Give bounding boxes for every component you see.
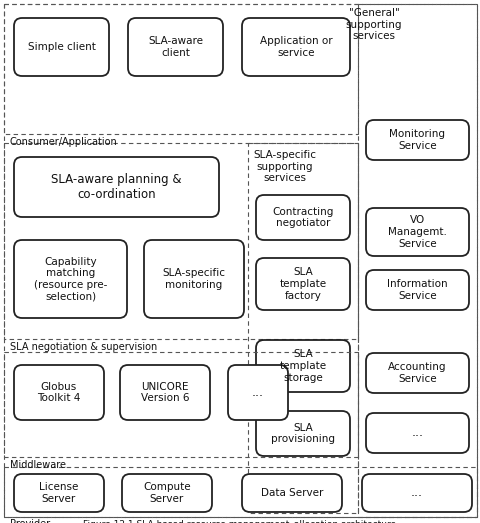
Text: ...: ... — [411, 426, 422, 439]
Text: "General"
supporting
services: "General" supporting services — [345, 8, 401, 41]
Text: Globus
Toolkit 4: Globus Toolkit 4 — [37, 382, 81, 403]
Text: Accounting
Service: Accounting Service — [387, 362, 446, 384]
FancyBboxPatch shape — [241, 474, 341, 512]
FancyBboxPatch shape — [14, 474, 104, 512]
Text: SLA-specific
supporting
services: SLA-specific supporting services — [252, 150, 315, 183]
Text: Compute
Server: Compute Server — [143, 482, 191, 504]
FancyBboxPatch shape — [241, 18, 349, 76]
Bar — [4, 4, 357, 134]
Text: Figure 12.1 SLA-based resource management–allocation architecture.: Figure 12.1 SLA-based resource managemen… — [83, 520, 398, 523]
Bar — [4, 467, 476, 517]
Text: UNICORE
Version 6: UNICORE Version 6 — [141, 382, 189, 403]
Text: Middleware: Middleware — [10, 460, 66, 470]
FancyBboxPatch shape — [361, 474, 471, 512]
FancyBboxPatch shape — [14, 365, 104, 420]
FancyBboxPatch shape — [14, 157, 218, 217]
Text: License
Server: License Server — [39, 482, 79, 504]
Bar — [4, 143, 357, 339]
Text: Consumer/Application: Consumer/Application — [10, 137, 118, 147]
FancyBboxPatch shape — [255, 195, 349, 240]
FancyBboxPatch shape — [365, 208, 468, 256]
Bar — [4, 352, 357, 457]
Text: Monitoring
Service: Monitoring Service — [389, 129, 444, 151]
Text: Application or
service: Application or service — [259, 36, 332, 58]
Text: SLA negotiation & supervision: SLA negotiation & supervision — [10, 342, 157, 352]
Text: ...: ... — [410, 486, 422, 499]
Text: Provider: Provider — [10, 519, 50, 523]
Text: SLA
template
factory: SLA template factory — [279, 267, 326, 301]
FancyBboxPatch shape — [120, 365, 210, 420]
Text: SLA-specific
monitoring: SLA-specific monitoring — [162, 268, 225, 290]
Text: SLA
template
storage: SLA template storage — [279, 349, 326, 383]
Text: SLA-aware
client: SLA-aware client — [148, 36, 203, 58]
FancyBboxPatch shape — [128, 18, 223, 76]
Text: Contracting
negotiator: Contracting negotiator — [272, 207, 333, 229]
Text: Capability
matching
(resource pre-
selection): Capability matching (resource pre- selec… — [34, 257, 107, 301]
Text: SLA-aware planning &
co-ordination: SLA-aware planning & co-ordination — [51, 173, 181, 201]
Text: VO
Managemt.
Service: VO Managemt. Service — [387, 215, 446, 248]
FancyBboxPatch shape — [122, 474, 212, 512]
Text: Simple client: Simple client — [27, 42, 95, 52]
FancyBboxPatch shape — [228, 365, 288, 420]
Text: Information
Service: Information Service — [386, 279, 447, 301]
Bar — [357, 4, 476, 517]
FancyBboxPatch shape — [255, 411, 349, 456]
FancyBboxPatch shape — [14, 18, 109, 76]
FancyBboxPatch shape — [365, 413, 468, 453]
Text: ...: ... — [252, 386, 264, 399]
Text: Data Server: Data Server — [260, 488, 323, 498]
FancyBboxPatch shape — [255, 340, 349, 392]
Bar — [248, 143, 357, 513]
FancyBboxPatch shape — [365, 120, 468, 160]
FancyBboxPatch shape — [255, 258, 349, 310]
FancyBboxPatch shape — [365, 270, 468, 310]
Text: SLA
provisioning: SLA provisioning — [270, 423, 334, 445]
FancyBboxPatch shape — [365, 353, 468, 393]
FancyBboxPatch shape — [14, 240, 127, 318]
FancyBboxPatch shape — [144, 240, 243, 318]
